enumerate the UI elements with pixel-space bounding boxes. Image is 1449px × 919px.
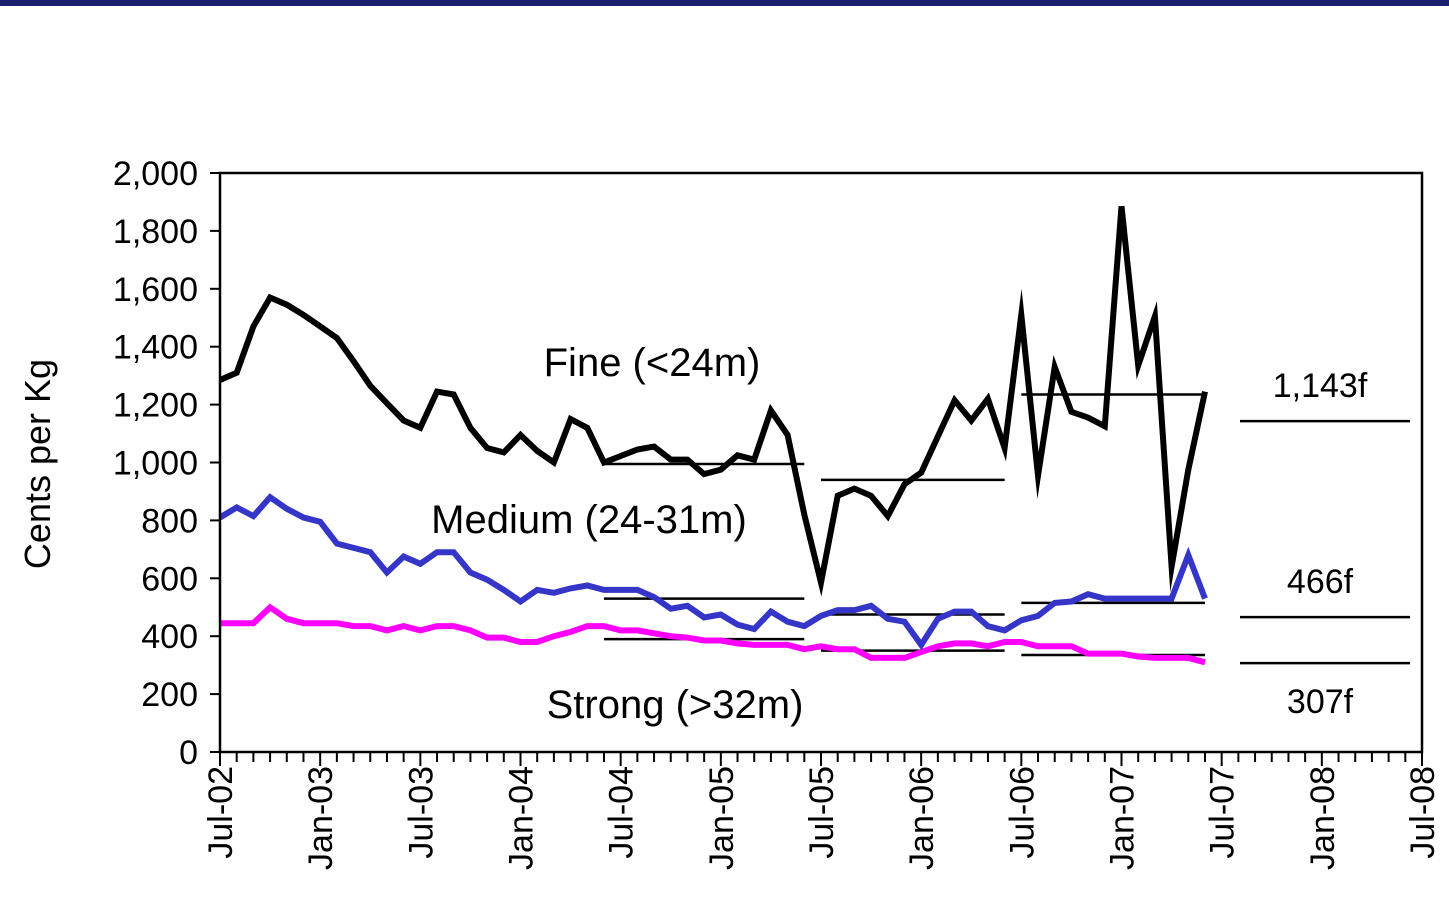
forecast-label: 1,143f [1273,367,1368,405]
x-tick-label: Jul-05 [803,766,841,859]
y-tick-label: 1,000 [113,445,198,483]
x-tick-label: Jul-03 [402,766,440,859]
series-annotation: Strong (>32m) [547,683,804,727]
y-tick-label: 0 [179,734,198,772]
series-lines [218,205,1208,666]
x-tick-label: Jan-05 [703,766,741,870]
top-border-bar [0,0,1449,6]
y-axis-label: Cents per Kg [17,359,58,569]
forecast-markers: 1,143f 466f 307f [1240,367,1410,721]
series-annotation: Fine (<24m) [544,341,761,385]
y-tick-label: 600 [141,560,198,598]
forecast-label: 307f [1287,683,1354,721]
y-tick-label: 1,400 [113,329,198,367]
y-tick-label: 1,200 [113,387,198,425]
y-tick-label: 1,800 [113,213,198,251]
x-tick-label: Jan-07 [1104,766,1142,870]
series-annotations: Fine (<24m) Medium (24-31m) Strong (>32m) [431,341,803,727]
x-tick-label: Jul-07 [1204,766,1242,859]
forecast-label: 466f [1287,563,1354,601]
x-axis-ticks: Jul-02 Jan-03 Jul-03 Jan-04 Jul-04 Jan-05 Jul-… [202,752,1442,870]
x-tick-label: Jul-02 [202,766,240,859]
y-tick-label: 200 [141,676,198,714]
x-tick-label: Jul-08 [1404,766,1442,859]
y-tick-label: 800 [141,502,198,540]
series-line [218,493,1208,651]
series-line [220,603,1206,666]
y-tick-label: 2,000 [113,155,198,193]
y-axis-ticks: 0 200 400 600 800 1,000 1,200 1,400 1,600 1,800 2,… [113,155,220,772]
x-tick-label: Jan-06 [903,766,941,870]
x-tick-label: Jul-06 [1003,766,1041,859]
x-tick-label: Jan-04 [503,766,541,870]
x-tick-label: Jan-08 [1304,766,1342,870]
plot-area-frame [218,171,1424,754]
y-tick-label: 400 [141,618,198,656]
x-tick-label: Jan-03 [302,766,340,870]
series-line [218,205,1208,597]
y-tick-label: 1,600 [113,271,198,309]
x-tick-label: Jul-04 [603,766,641,859]
series-annotation: Medium (24-31m) [431,498,747,542]
